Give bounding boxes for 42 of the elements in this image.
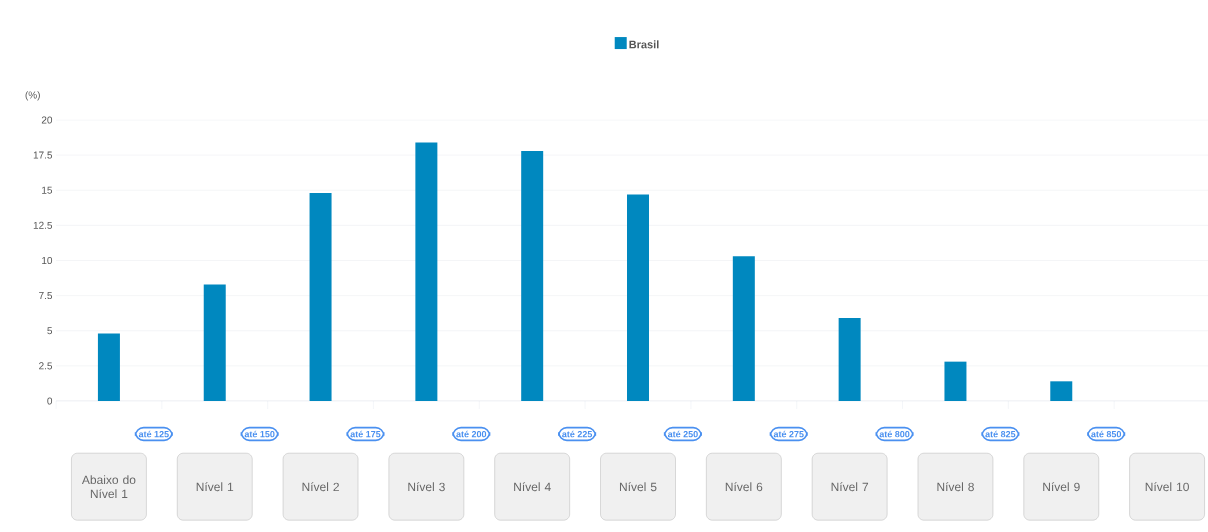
bar [97,333,120,401]
text: até 175 [350,430,381,438]
bar [1050,381,1073,401]
x-tick-label: Nível 5 [619,482,657,492]
bar [309,193,332,401]
bar [838,318,861,401]
bar [627,194,649,401]
text: até 275 [773,430,804,438]
y-tick-label: 12.5 [33,221,53,229]
x-tick-label: Nível 8 [937,482,974,492]
text: até 200 [456,430,487,438]
x-tick-label: Nível 7 [831,482,869,492]
x-tick-label: Nível 1 [196,482,234,492]
text: até 125 [138,430,169,438]
y-tick-label: 20 [41,116,53,124]
y-tick-label: 17.5 [33,151,53,159]
x-tick-label: Nível 10 [1145,482,1189,492]
text: até 150 [244,430,275,438]
text: até 225 [562,430,593,438]
y-tick-label: 0 [47,397,53,405]
bar [944,361,967,401]
y-tick-label: 10 [42,256,53,265]
y-tick-label: 2.5 [39,362,53,370]
x-tick-label: Abaixo do Nível 1 [81,475,136,499]
y-tick-label: 15 [42,186,53,194]
text: até 800 [879,430,910,438]
x-tick-label: Nível 6 [725,482,763,492]
y-tick-label: 5 [47,327,53,335]
y-tick-label: 7.5 [39,292,53,300]
x-tick-label: Nível 2 [302,482,339,492]
text: até 850 [1091,430,1122,438]
y-axis-title: (%) [25,91,40,101]
x-tick-label: Nível 9 [1043,482,1080,492]
legend-label: Brasil [629,40,659,49]
bar [203,284,226,401]
text: até 825 [985,430,1016,438]
bar [415,142,438,401]
bar [521,150,544,401]
bar [732,256,755,401]
x-tick-label: Nível 3 [408,482,445,492]
x-tick-label: Nível 4 [514,482,551,492]
text: até 250 [667,430,698,438]
